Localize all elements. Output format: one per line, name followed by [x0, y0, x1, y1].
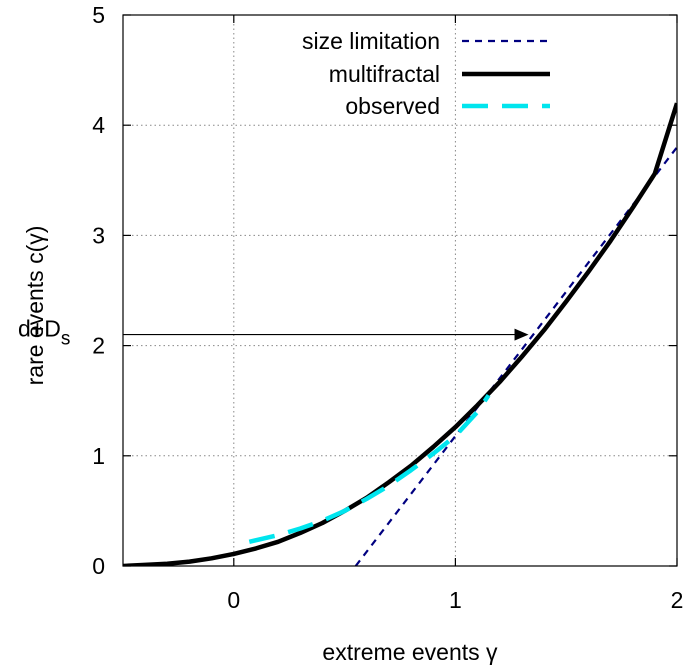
- plot-frame: [122, 14, 678, 567]
- legend-label: size limitation: [302, 28, 440, 54]
- y-tick-label: 0: [92, 553, 105, 579]
- y-tick-label: 2: [92, 333, 105, 359]
- axis-ticks: 0 1 2 0 1 2 3 4 5: [92, 2, 683, 613]
- y-tick-label: 3: [92, 222, 105, 248]
- series-line-observed: [248, 393, 491, 544]
- annotation-subscript: s: [61, 329, 71, 350]
- y-axis-label: rare events c(γ): [22, 226, 48, 386]
- y-tick-label: 1: [92, 443, 105, 469]
- annotation-arrow-head: [514, 328, 529, 341]
- x-tick-label: 2: [671, 587, 684, 613]
- y-tick-label: 4: [92, 112, 105, 138]
- x-tick-label: 0: [227, 587, 240, 613]
- grid-lines: [123, 15, 677, 566]
- series-line-multifractal: [123, 102, 677, 566]
- x-tick-label: 1: [449, 587, 462, 613]
- legend-label: multifractal: [329, 61, 440, 87]
- legend-label: observed: [345, 93, 440, 119]
- series-line-size-limitation: [354, 146, 677, 566]
- series-layer: [123, 102, 677, 566]
- legend: size limitation multifractal observed: [302, 28, 550, 119]
- y-tick-label: 5: [92, 2, 105, 28]
- x-axis-label: extreme events γ: [322, 639, 498, 665]
